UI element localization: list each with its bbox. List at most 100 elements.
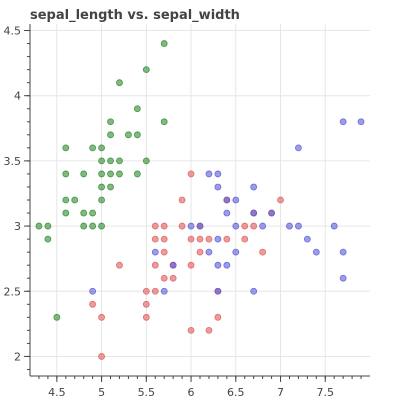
scatter-point	[90, 223, 96, 229]
x-tick-label: 7	[277, 386, 284, 399]
scatter-point	[251, 184, 257, 190]
scatter-point	[116, 158, 122, 164]
points	[36, 41, 364, 360]
y-tick-label: 2.5	[4, 285, 22, 298]
scatter-point	[45, 223, 51, 229]
scatter-point	[215, 314, 221, 320]
scatter-point	[251, 223, 257, 229]
y-tick-label: 3.5	[4, 155, 22, 168]
scatter-point	[152, 288, 158, 294]
scatter-point	[99, 184, 105, 190]
x-tick-label: 7.5	[317, 386, 335, 399]
scatter-point	[108, 184, 114, 190]
scatter-point	[206, 249, 212, 255]
scatter-point	[143, 301, 149, 307]
scatter-point	[358, 119, 364, 125]
scatter-point	[161, 249, 167, 255]
x-tick-label: 6.5	[227, 386, 245, 399]
scatter-point	[134, 106, 140, 112]
scatter-point	[99, 353, 105, 359]
scatter-point	[295, 145, 301, 151]
x-tick-label: 6	[188, 386, 195, 399]
scatter-point	[90, 301, 96, 307]
scatter-point	[170, 275, 176, 281]
scatter-point	[170, 262, 176, 268]
scatter-point	[143, 67, 149, 73]
scatter-point	[161, 236, 167, 242]
scatter-point	[90, 288, 96, 294]
scatter-point	[260, 223, 266, 229]
scatter-point	[224, 197, 230, 203]
grid	[30, 24, 370, 376]
scatter-point	[215, 236, 221, 242]
scatter-point	[36, 223, 42, 229]
scatter-point	[161, 223, 167, 229]
scatter-point	[286, 223, 292, 229]
scatter-point	[278, 197, 284, 203]
scatter-point	[313, 249, 319, 255]
scatter-point	[99, 314, 105, 320]
y-tick-label: 4	[14, 90, 21, 103]
scatter-point	[134, 171, 140, 177]
scatter-point	[99, 197, 105, 203]
scatter-point	[215, 184, 221, 190]
y-tick-label: 4.5	[4, 25, 22, 38]
scatter-point	[63, 145, 69, 151]
scatter-point	[188, 223, 194, 229]
scatter-point	[116, 262, 122, 268]
scatter-point	[108, 119, 114, 125]
scatter-point	[54, 314, 60, 320]
scatter-point	[242, 223, 248, 229]
scatter-point	[108, 171, 114, 177]
scatter-point	[206, 327, 212, 333]
scatter-point	[72, 197, 78, 203]
scatter-point	[206, 236, 212, 242]
scatter-point	[340, 249, 346, 255]
scatter-point	[215, 288, 221, 294]
scatter-point	[233, 197, 239, 203]
scatter-point	[63, 171, 69, 177]
scatter-point	[116, 80, 122, 86]
scatter-point	[108, 158, 114, 164]
scatter-point	[188, 327, 194, 333]
scatter-point	[197, 236, 203, 242]
scatter-point	[179, 197, 185, 203]
scatter-point	[143, 288, 149, 294]
scatter-point	[260, 249, 266, 255]
scatter-point	[340, 275, 346, 281]
scatter-point	[63, 197, 69, 203]
scatter-point	[215, 262, 221, 268]
y-tick-label: 2	[14, 350, 21, 363]
scatter-point	[108, 132, 114, 138]
scatter-point	[99, 223, 105, 229]
scatter-point	[242, 236, 248, 242]
scatter-point	[233, 249, 239, 255]
scatter-point	[340, 119, 346, 125]
y-tick-label: 3	[14, 220, 21, 233]
scatter-point	[179, 223, 185, 229]
scatter-point	[116, 171, 122, 177]
scatter-point	[134, 132, 140, 138]
scatter-point	[125, 132, 131, 138]
scatter-point	[188, 171, 194, 177]
scatter-point	[197, 223, 203, 229]
x-tick-label: 5.5	[138, 386, 156, 399]
x-tick-label: 5	[98, 386, 105, 399]
scatter-point	[224, 262, 230, 268]
scatter-point	[152, 262, 158, 268]
scatter-point	[90, 145, 96, 151]
scatter-point	[206, 171, 212, 177]
scatter-point	[251, 210, 257, 216]
scatter-point	[269, 210, 275, 216]
scatter-point	[233, 223, 239, 229]
scatter-point	[161, 41, 167, 47]
scatter-point	[99, 145, 105, 151]
scatter-point	[161, 288, 167, 294]
scatter-point	[331, 223, 337, 229]
scatter-point	[251, 288, 257, 294]
scatter-point	[197, 249, 203, 255]
scatter-point	[224, 210, 230, 216]
scatter-point	[152, 223, 158, 229]
